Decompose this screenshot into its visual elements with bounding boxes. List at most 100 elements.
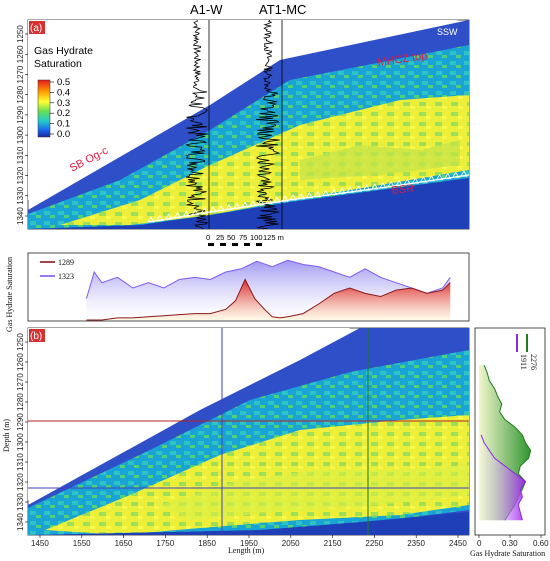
- depth-b-label: 1300: [16, 433, 25, 451]
- scale-bar-label: 100: [250, 233, 263, 242]
- colorbar-title-line2: Saturation: [34, 58, 82, 70]
- bsr-triangle: [330, 188, 338, 195]
- panel-middle: 1289 1323 Gas Hydrate Saturation: [5, 252, 470, 332]
- colorbar-tick-label: 0.4: [57, 87, 70, 98]
- bsr-triangle: [444, 172, 452, 179]
- scale-bar-label: 0: [206, 233, 210, 242]
- scale-bar-label: 75: [239, 233, 247, 242]
- colorbar-tick-label: 0.0: [57, 129, 70, 140]
- bsr-triangle: [233, 202, 241, 209]
- bsr-triangle: [165, 213, 173, 220]
- colorbar: [37, 79, 51, 138]
- depth-a-label: 1260: [16, 45, 25, 63]
- series-line-1323: [85, 259, 451, 299]
- depth-a-label: 1320: [16, 166, 25, 184]
- length-axis-label: Length (m): [228, 546, 265, 555]
- depth-b-label: 1260: [16, 353, 25, 371]
- bsr-triangle: [147, 216, 155, 223]
- depth-b-label: 1310: [16, 453, 25, 471]
- bsr-triangle: [191, 209, 199, 216]
- legend-1911: 1911: [519, 354, 528, 370]
- bsr-triangle: [225, 203, 233, 211]
- direction-label: SSW: [437, 27, 458, 37]
- depth-b-label: 1340: [16, 513, 25, 531]
- bsr-triangle: [419, 176, 428, 183]
- length-tick-label: 1650: [115, 539, 133, 548]
- legend-1289: 1289: [58, 258, 74, 267]
- length-tick-label: 2250: [365, 539, 383, 548]
- well-log-at1mc: [255, 20, 281, 229]
- depth-a-label: 1280: [16, 85, 25, 103]
- panel-a: (a) SSW Gas Hydrate Saturation 0.50.40.3…: [16, 19, 470, 230]
- bsr-triangle: [411, 177, 420, 184]
- depth-b-label: 1250: [16, 333, 25, 351]
- colorbar-tick-label: 0.3: [57, 98, 70, 109]
- depth-b-label: 1270: [16, 373, 25, 391]
- well-log-a1w: [185, 20, 209, 229]
- length-tick-label: 1550: [73, 539, 91, 548]
- bsr-triangle: [338, 187, 346, 194]
- depth-a-label: 1330: [16, 186, 25, 204]
- panel-a-depth-ticks: 1250 1260 1270 1280 1290 1300 1310 1320 1330 1340: [16, 25, 28, 225]
- length-axis-ticks: 1450 1550 1650 1750 1850 1950 2050 2150 2250 2350…: [31, 535, 467, 548]
- colorbar-tick-label: 0.5: [57, 77, 70, 88]
- depth-b-label: 1290: [16, 413, 25, 431]
- length-tick-label: 1950: [240, 539, 258, 548]
- legend-1323: 1323: [58, 272, 74, 281]
- bsr-triangle: [273, 196, 281, 203]
- panel-b-lower-blue: [28, 512, 469, 535]
- bsr-triangle: [257, 199, 265, 206]
- bsr-triangle: [371, 183, 379, 190]
- length-tick-label: 2050: [282, 539, 300, 548]
- length-tick-label: 2350: [407, 539, 425, 548]
- bsr-triangle: [395, 179, 403, 187]
- bsr-triangle: [297, 193, 305, 200]
- series-line-1289: [86, 278, 451, 321]
- depth-b-label: 1330: [16, 493, 25, 511]
- well-label-at1mc: AT1-MC: [259, 2, 306, 17]
- colorbar-title-line1: Gas Hydrate: [34, 45, 93, 57]
- depth-a-label: 1300: [16, 126, 25, 144]
- panel-b-label: (b): [30, 331, 42, 342]
- right-tick-label: 0.60: [533, 539, 549, 548]
- scale-bar-label: 125 m: [263, 233, 284, 242]
- scale-bar-label: 25: [216, 233, 224, 242]
- bsr-triangle: [241, 201, 249, 208]
- depth-a-label: 1310: [16, 146, 25, 164]
- panel-right: 2276 1911 0 0.30 0.60 Gas Hydrate Saturati…: [470, 327, 549, 558]
- bsr-triangle: [281, 195, 289, 202]
- bsr-triangle: [346, 186, 354, 193]
- right-xlabel: Gas Hydrate Saturation: [470, 549, 545, 558]
- right-axis-ticks: 0 0.30 0.60: [477, 535, 549, 548]
- scale-bar-label: 50: [227, 233, 235, 242]
- bsr-triangle-markers: [147, 170, 468, 223]
- bsr-triangle: [249, 200, 257, 207]
- bsr-triangle: [460, 170, 468, 177]
- length-tick-label: 2450: [449, 539, 467, 548]
- bsr-triangle: [362, 184, 371, 191]
- length-tick-label: 1850: [198, 539, 216, 548]
- legend-2276: 2276: [529, 354, 538, 370]
- middle-chart-plot: [85, 259, 451, 321]
- depth-a-label: 1270: [16, 65, 25, 83]
- bsr-triangle: [452, 171, 460, 178]
- annotation-bsr: BSR: [391, 183, 415, 197]
- bsr-triangle: [387, 181, 395, 188]
- middle-ylabel: Gas Hydrate Saturation: [5, 257, 14, 332]
- profile-area-1911: [479, 434, 526, 521]
- bsr-triangle: [200, 207, 208, 214]
- scale-bar: 0 25 50 75 100 125 m: [206, 233, 284, 246]
- depth-b-label: 1280: [16, 393, 25, 411]
- bsr-triangle: [265, 197, 273, 205]
- colorbar-tick-label: 0.2: [57, 108, 70, 119]
- depth-b-label: 1320: [16, 473, 25, 491]
- right-tick-label: 0.30: [502, 539, 518, 548]
- depth-axis-label: Depth (m): [2, 419, 11, 452]
- right-tick-label: 0: [477, 539, 482, 548]
- bsr-triangle: [173, 211, 182, 219]
- profile-line-1911: [480, 434, 527, 521]
- bsr-triangle: [156, 214, 164, 221]
- length-tick-label: 1450: [31, 539, 49, 548]
- bsr-triangle: [403, 178, 411, 185]
- bsr-triangle: [427, 175, 436, 182]
